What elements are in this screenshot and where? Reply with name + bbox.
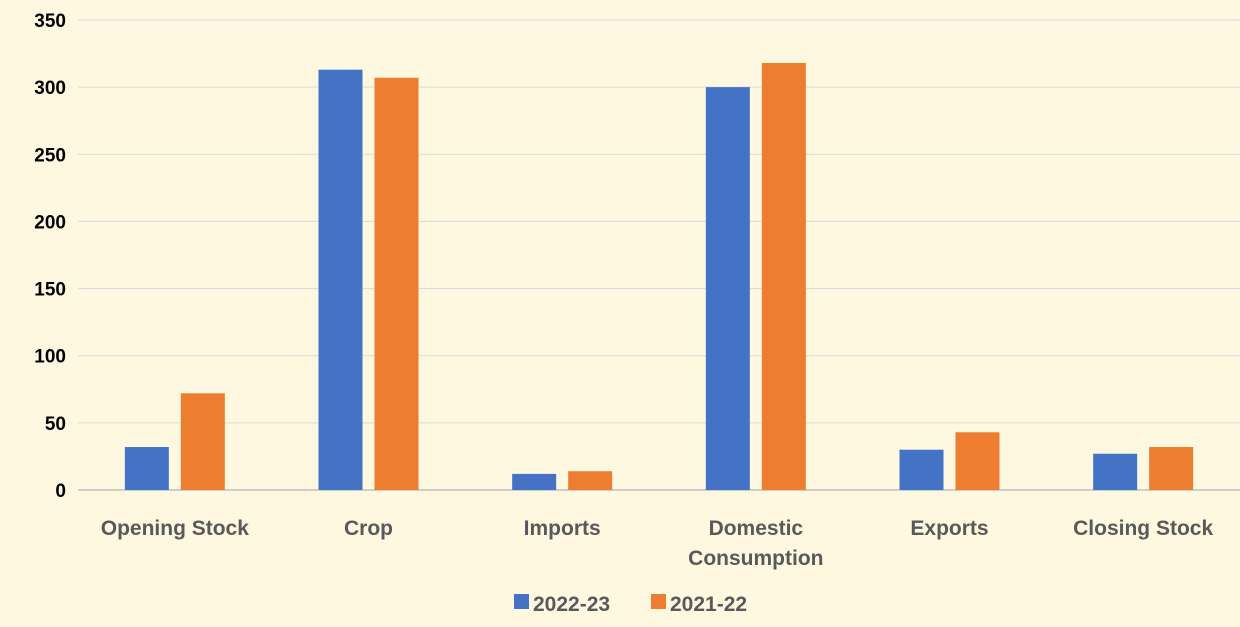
legend-label: 2021-22: [670, 593, 747, 616]
legend-swatch: [514, 594, 529, 609]
y-tick-label-300: 300: [34, 78, 66, 99]
gridlines: [78, 19, 1240, 491]
y-tick-label-200: 200: [34, 212, 66, 233]
x-tick-label: Closing Stock: [1073, 517, 1213, 540]
bar-2022-23-domestic-consumption: [705, 87, 750, 491]
bar-2022-23-imports: [512, 473, 557, 490]
y-axis-ticks: 0 50 100 150 200 250 300 350: [34, 11, 66, 502]
y-tick-label-100: 100: [34, 347, 66, 368]
legend-item-2021-22[interactable]: 2021-22: [651, 593, 747, 616]
bar-2022-23-opening-stock: [124, 447, 169, 490]
y-tick-label-350: 350: [34, 11, 66, 32]
bar-2022-23-closing-stock: [1093, 453, 1138, 490]
legend-item-2022-23[interactable]: 2022-23: [514, 593, 610, 616]
y-tick-label-150: 150: [34, 280, 66, 301]
bar-2022-23-exports: [899, 449, 944, 490]
x-tick-label: Imports: [524, 517, 601, 540]
bar-2021-22-closing-stock: [1149, 447, 1194, 490]
legend-swatch: [651, 594, 666, 609]
y-tick-label-50: 50: [45, 414, 66, 435]
y-tick-label-0: 0: [55, 481, 66, 502]
bar-2021-22-crop: [374, 77, 419, 490]
x-tick-label: Exports: [910, 517, 988, 540]
y-tick-label-250: 250: [34, 145, 66, 166]
legend[interactable]: 2022-23 2021-22: [514, 593, 747, 616]
x-tick-label: Consumption: [688, 547, 823, 570]
bar-2021-22-opening-stock: [180, 393, 225, 490]
bar-2021-22-exports: [955, 432, 1000, 490]
x-axis-ticks: Opening Stock Crop Imports Domestic Consumpt…: [101, 517, 1214, 570]
bar-2021-22-imports: [568, 471, 613, 490]
x-tick-label: Crop: [344, 517, 393, 540]
bars: [124, 62, 1194, 491]
x-tick-label: Opening Stock: [101, 517, 250, 540]
bar-2021-22-domestic-consumption: [761, 62, 806, 490]
legend-label: 2022-23: [533, 593, 610, 616]
bar-2022-23-crop: [318, 69, 363, 490]
x-tick-label: Domestic: [709, 517, 804, 540]
